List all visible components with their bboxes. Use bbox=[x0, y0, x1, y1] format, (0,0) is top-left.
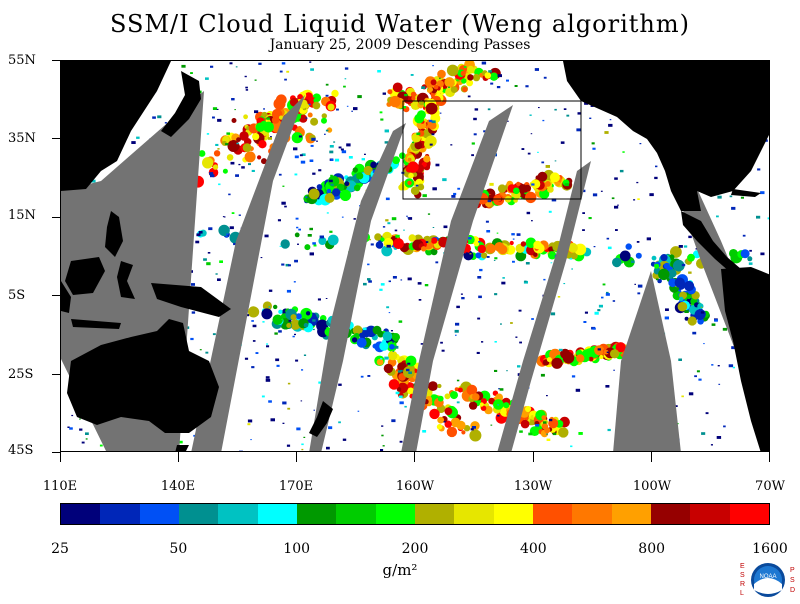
lon-label-130w: 130W bbox=[513, 479, 553, 494]
tick-mark bbox=[52, 138, 60, 140]
lat-label-45s: 45S bbox=[8, 443, 34, 458]
colorbar-label: 800 bbox=[638, 541, 666, 557]
colorbar-label: 400 bbox=[519, 541, 547, 557]
south-america-landmass bbox=[721, 267, 769, 451]
svg-text:NOAA: NOAA bbox=[759, 574, 776, 580]
colorbar-segment bbox=[336, 504, 376, 524]
swath-gap-7 bbox=[669, 171, 769, 451]
lat-label-15n: 15N bbox=[8, 208, 36, 223]
colorbar-label: 50 bbox=[169, 541, 188, 557]
asia-landmass bbox=[61, 61, 171, 191]
colorbar-segment bbox=[532, 504, 573, 524]
colorbar-segment bbox=[178, 504, 219, 524]
tick-mark bbox=[52, 216, 60, 218]
swath-gap-6 bbox=[613, 271, 681, 451]
colorbar-label: 100 bbox=[283, 541, 311, 557]
colorbar bbox=[60, 503, 770, 525]
colorbar-segment bbox=[493, 504, 533, 524]
logo-left-letter-3: R bbox=[740, 581, 745, 588]
colorbar-segment bbox=[218, 504, 258, 524]
land-masses bbox=[61, 61, 769, 451]
lat-label-35n: 35N bbox=[8, 131, 36, 146]
swath-gap-2 bbox=[191, 95, 305, 451]
lon-label-100w: 100W bbox=[632, 479, 672, 494]
lon-label-140e: 140E bbox=[160, 479, 196, 494]
australia-continent bbox=[67, 319, 219, 433]
tick-mark bbox=[532, 452, 534, 462]
lon-label-70w: 70W bbox=[755, 479, 785, 494]
tick-mark bbox=[59, 452, 61, 462]
lat-label-55n: 55N bbox=[8, 53, 36, 68]
colorbar-segment bbox=[414, 504, 455, 524]
tick-mark bbox=[52, 295, 60, 297]
new-guinea-island bbox=[151, 283, 231, 317]
colorbar-label: 200 bbox=[401, 541, 429, 557]
logo-left-letter-4: L bbox=[740, 590, 744, 597]
lat-label-25s: 25S bbox=[8, 367, 34, 382]
colorbar-segment bbox=[690, 504, 730, 524]
tick-mark bbox=[52, 60, 60, 61]
lon-label-170e: 170E bbox=[278, 479, 314, 494]
colorbar-units: g/m² bbox=[382, 561, 418, 579]
tasmania-island bbox=[175, 445, 189, 451]
colorbar-segment bbox=[375, 504, 415, 524]
philippines-islands bbox=[105, 211, 123, 257]
tick-mark bbox=[414, 452, 416, 462]
tick-mark bbox=[177, 452, 179, 462]
logo-right-letter-2: S bbox=[790, 577, 795, 584]
colorbar-segment bbox=[611, 504, 651, 524]
colorbar-label: 1600 bbox=[752, 541, 788, 557]
colorbar-segment bbox=[61, 504, 101, 524]
chart-title: SSM/I Cloud Liquid Water (Weng algorithm… bbox=[109, 10, 690, 38]
swath-gap-3 bbox=[309, 123, 406, 451]
sulawesi-island bbox=[117, 261, 135, 299]
logo-right-letter-1: P bbox=[790, 567, 795, 574]
north-america-landmass bbox=[563, 61, 769, 211]
colorbar-segment bbox=[454, 504, 494, 524]
japan-islands bbox=[161, 71, 201, 137]
sumatra-island bbox=[61, 281, 71, 313]
central-america-landmass bbox=[681, 211, 741, 273]
logo-right-letter-3: D bbox=[790, 587, 795, 594]
noaa-logo-icon: NOAA E S R L P S D bbox=[740, 563, 795, 597]
map-canvas bbox=[61, 61, 769, 451]
tick-mark bbox=[52, 452, 60, 453]
caribbean-islands bbox=[731, 189, 761, 197]
logo-left-letter-2: S bbox=[740, 572, 745, 579]
borneo-island bbox=[65, 257, 105, 295]
lat-label-5s: 5S bbox=[8, 288, 26, 303]
swath-gap-5 bbox=[497, 161, 591, 451]
colorbar-segment bbox=[296, 504, 337, 524]
tick-mark bbox=[52, 373, 60, 375]
swath-gap-4 bbox=[401, 105, 513, 451]
logo-left-letter-1: E bbox=[740, 563, 745, 570]
tick-mark bbox=[769, 452, 771, 462]
lon-label-110e: 110E bbox=[42, 479, 78, 494]
new-zealand-islands bbox=[309, 401, 333, 437]
colorbar-segment bbox=[139, 504, 179, 524]
colorbar-segment bbox=[257, 504, 297, 524]
colorbar-segment bbox=[650, 504, 691, 524]
colorbar-segment bbox=[572, 504, 612, 524]
colorbar-label: 25 bbox=[51, 541, 69, 557]
chart-subtitle: January 25, 2009 Descending Passes bbox=[269, 37, 531, 53]
colorbar-segment bbox=[729, 504, 769, 524]
noaa-esrl-psd-logo: NOAA E S R L P S D bbox=[738, 558, 798, 600]
highlight-region-box bbox=[402, 100, 582, 200]
tick-mark bbox=[296, 452, 298, 462]
map-plot-area bbox=[60, 60, 770, 452]
java-island bbox=[71, 319, 121, 329]
lon-label-160w: 160W bbox=[395, 479, 435, 494]
tick-mark bbox=[651, 452, 652, 462]
colorbar-segment bbox=[100, 504, 140, 524]
